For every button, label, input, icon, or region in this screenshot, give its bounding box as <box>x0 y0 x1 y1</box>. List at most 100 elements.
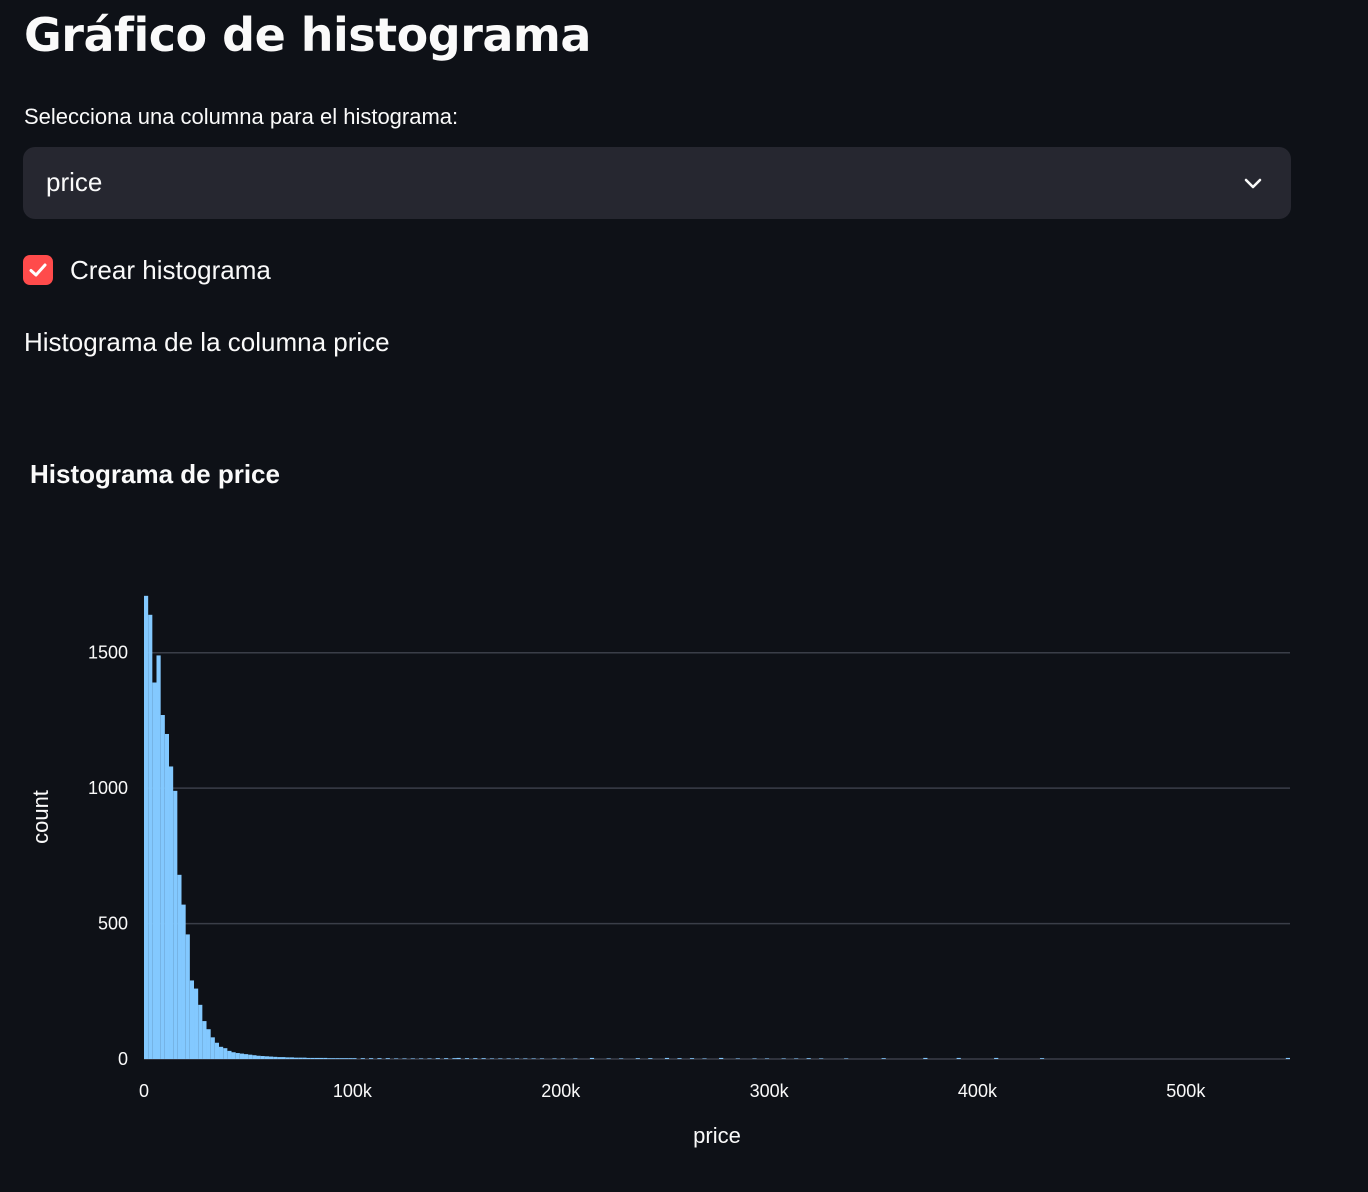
histogram-bar <box>361 1058 365 1059</box>
histogram-bar <box>490 1058 494 1059</box>
x-tick-label: 100k <box>333 1081 373 1101</box>
histogram-bar <box>882 1058 886 1059</box>
histogram-bar <box>923 1058 927 1059</box>
histogram-bar <box>452 1058 456 1059</box>
select-label: Selecciona una columna para el histogram… <box>24 104 458 130</box>
histogram-bar <box>515 1058 519 1059</box>
histogram-bar <box>690 1058 694 1059</box>
histogram-bar <box>173 791 177 1059</box>
histogram-bar <box>261 1056 265 1059</box>
histogram-bar <box>282 1057 286 1059</box>
histogram-bar <box>165 734 169 1059</box>
histogram-bar <box>340 1058 344 1059</box>
histogram-bar <box>457 1058 461 1059</box>
y-tick-label: 500 <box>98 914 128 934</box>
x-tick-label: 400k <box>958 1081 998 1101</box>
histogram-bar <box>169 766 173 1059</box>
histogram-bar <box>273 1057 277 1059</box>
histogram-bar <box>719 1058 723 1059</box>
histogram-bar <box>473 1058 477 1059</box>
histogram-bar <box>232 1052 236 1059</box>
histogram-bar <box>332 1058 336 1059</box>
histogram-bar <box>619 1058 623 1059</box>
y-tick-label: 1000 <box>88 778 128 798</box>
histogram-bar <box>957 1058 961 1059</box>
histogram-bar <box>794 1058 798 1059</box>
histogram-bar <box>215 1043 219 1059</box>
histogram-bar <box>482 1058 486 1059</box>
histogram-bar <box>752 1058 756 1059</box>
histogram-bar <box>323 1058 327 1059</box>
histogram-bar <box>177 875 181 1059</box>
histogram-bar <box>336 1058 340 1059</box>
histogram-bar <box>498 1058 502 1059</box>
histogram-bar <box>311 1058 315 1059</box>
page-title: Gráfico de histograma <box>24 8 591 62</box>
histogram-bar <box>211 1037 215 1059</box>
histogram-bar <box>702 1058 706 1059</box>
histogram-bar <box>419 1058 423 1059</box>
histogram-bar <box>240 1054 244 1059</box>
histogram-bar <box>844 1058 848 1059</box>
chart-title: Histograma de price <box>30 459 280 489</box>
histogram-bar <box>394 1058 398 1059</box>
histogram-bar <box>294 1058 298 1059</box>
histogram-bar <box>244 1054 248 1059</box>
histogram-bar <box>736 1058 740 1059</box>
histogram-bar <box>290 1057 294 1059</box>
histogram-bar <box>202 1021 206 1059</box>
y-axis-title: count <box>28 790 53 844</box>
histogram-bar <box>369 1058 373 1059</box>
x-tick-label: 500k <box>1166 1081 1206 1101</box>
histogram-bar <box>590 1058 594 1059</box>
histogram-bar <box>157 655 161 1059</box>
histogram-bar <box>207 1029 211 1059</box>
histogram-bar <box>552 1058 556 1059</box>
histogram-bar <box>465 1058 469 1059</box>
histogram-bar <box>636 1058 640 1059</box>
column-select[interactable]: price <box>23 147 1291 219</box>
histogram-bar <box>1286 1058 1290 1059</box>
histogram-bar <box>677 1058 681 1059</box>
histogram-bar <box>227 1051 231 1059</box>
x-tick-label: 300k <box>750 1081 790 1101</box>
histogram-bar <box>223 1048 227 1059</box>
histogram-bar <box>436 1058 440 1059</box>
histogram-bar <box>352 1058 356 1059</box>
histogram-bar <box>327 1058 331 1059</box>
histogram-bar <box>307 1058 311 1059</box>
histogram-bar <box>444 1058 448 1059</box>
histogram-bar <box>186 934 190 1059</box>
create-histogram-checkbox[interactable]: Crear histograma <box>23 254 271 286</box>
histogram-bar <box>648 1058 652 1059</box>
histogram-bar <box>152 683 156 1059</box>
histogram-bar <box>807 1058 811 1059</box>
select-value: price <box>46 167 102 198</box>
histogram-bar <box>561 1058 565 1059</box>
checkbox-box[interactable] <box>23 255 53 285</box>
histogram-bar <box>607 1058 611 1059</box>
histogram-bar <box>523 1058 527 1059</box>
histogram-bar <box>540 1058 544 1059</box>
y-tick-label: 1500 <box>88 643 128 663</box>
histogram-bar <box>507 1058 511 1059</box>
histogram-bar <box>573 1058 577 1059</box>
x-tick-label: 200k <box>541 1081 581 1101</box>
histogram-bar <box>765 1058 769 1059</box>
histogram-bar <box>411 1058 415 1059</box>
histogram-bar <box>377 1058 381 1059</box>
histogram-bar <box>402 1058 406 1059</box>
histogram-bar <box>665 1058 669 1059</box>
histogram-bar <box>148 615 152 1059</box>
histogram-bar <box>286 1057 290 1059</box>
histogram-bar <box>819 1058 823 1059</box>
histogram-bar <box>315 1058 319 1059</box>
histogram-bar <box>319 1058 323 1059</box>
chevron-down-icon <box>1241 171 1265 195</box>
histogram-bar <box>1040 1058 1044 1059</box>
x-axis-title: price <box>693 1123 741 1148</box>
histogram-bar <box>386 1058 390 1059</box>
x-tick-label: 0 <box>139 1081 149 1101</box>
checkbox-label: Crear histograma <box>70 255 271 286</box>
histogram-bar <box>257 1056 261 1059</box>
